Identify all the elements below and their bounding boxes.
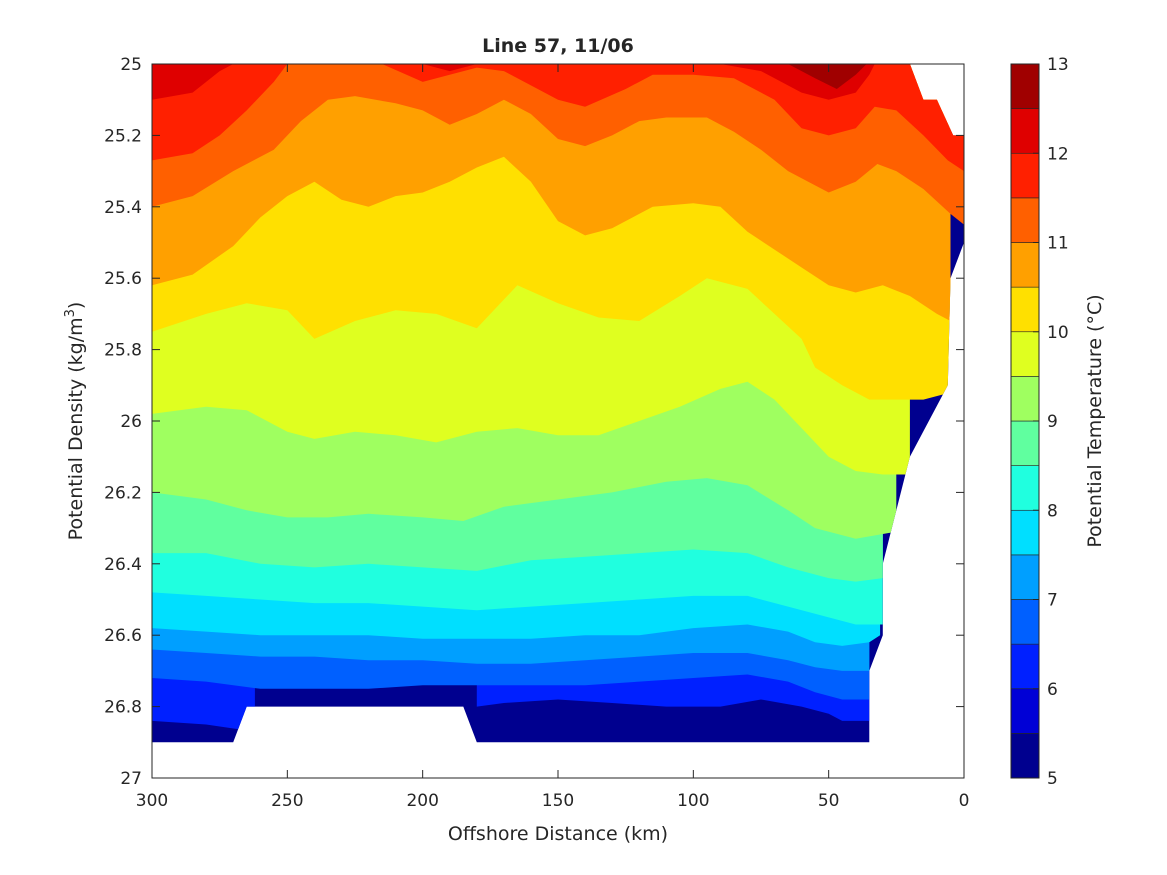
colorbar-tick-label: 8: [1047, 501, 1058, 521]
colorbar-label: Potential Temperature (°C): [1084, 294, 1106, 547]
y-tick-label: 26.4: [104, 555, 142, 575]
y-axis-label: Potential Density (kg/m3): [63, 302, 87, 541]
chart-title: Line 57, 11/06: [482, 35, 634, 57]
colorbar-tick-label: 11: [1047, 234, 1069, 254]
y-axis-label-superscript: 3: [63, 309, 78, 317]
x-tick-label: 250: [271, 791, 303, 811]
x-tick-label: 150: [542, 791, 574, 811]
colorbar-swatch: [1010, 554, 1040, 600]
y-tick-label: 27: [120, 769, 142, 789]
colorbar-swatch: [1010, 420, 1040, 466]
colorbar-swatch: [1010, 688, 1040, 734]
y-tick-label: 26: [120, 412, 142, 432]
y-tick-label: 25.8: [104, 341, 142, 361]
colorbar-swatch: [1010, 286, 1040, 333]
colorbar-swatch: [1010, 152, 1040, 199]
x-tick-label: 0: [959, 791, 970, 811]
y-tick-label: 25.6: [104, 269, 142, 289]
y-axis: 25 25.2 25.4 25.6 25.8 26 26.2 26.4 26.6 26.8 27: [104, 55, 964, 789]
y-tick-label: 26.6: [104, 626, 142, 646]
colorbar-tick-label: 13: [1047, 55, 1069, 75]
y-tick-label: 25.2: [104, 126, 142, 146]
y-tick-label: 26.8: [104, 698, 142, 718]
colorbar-swatch: [1010, 376, 1040, 422]
y-tick-label: 26.2: [104, 483, 142, 503]
colorbar-swatch: [1010, 509, 1040, 556]
colorbar-swatch: [1010, 465, 1040, 511]
temperature-band-12-0: [152, 64, 234, 100]
y-axis-label-end: ): [65, 302, 87, 309]
x-axis: 300 250 200 150 100 50 0: [136, 64, 970, 811]
colorbar-swatch: [1010, 331, 1040, 377]
y-tick-label: 25: [120, 55, 142, 75]
colorbar-swatch: [1010, 643, 1040, 690]
colorbar-tick-label: 9: [1047, 412, 1058, 432]
y-axis-label-main: Potential Density (kg/m: [65, 317, 87, 540]
x-tick-label: 50: [818, 791, 840, 811]
colorbar-tick-label: 6: [1047, 680, 1058, 700]
colorbar-swatch: [1010, 599, 1040, 645]
temperature-band-12-5: [788, 64, 867, 89]
colorbar-tick-label: 12: [1047, 144, 1069, 164]
colorbar-swatch: [1010, 733, 1040, 779]
contour-domain: [152, 64, 964, 743]
colorbar: 5 6 7 8 9 10 11 12 13: [1010, 55, 1069, 789]
x-tick-label: 100: [677, 791, 709, 811]
colorbar-swatch: [1010, 108, 1040, 154]
colorbar-tick-label: 7: [1047, 591, 1058, 611]
colorbar-swatch: [1010, 197, 1040, 243]
colorbar-tick-label: 5: [1047, 769, 1058, 789]
colorbar-tick-label: 10: [1047, 323, 1069, 343]
colorbar-swatch: [1010, 242, 1040, 288]
contour-fill-layer: [152, 64, 964, 743]
temperature-band-11: [152, 64, 964, 225]
x-tick-label: 200: [406, 791, 438, 811]
x-axis-label: Offshore Distance (km): [448, 823, 668, 845]
y-tick-label: 25.4: [104, 198, 142, 218]
colorbar-swatch: [1010, 63, 1040, 109]
x-tick-label: 300: [136, 791, 168, 811]
